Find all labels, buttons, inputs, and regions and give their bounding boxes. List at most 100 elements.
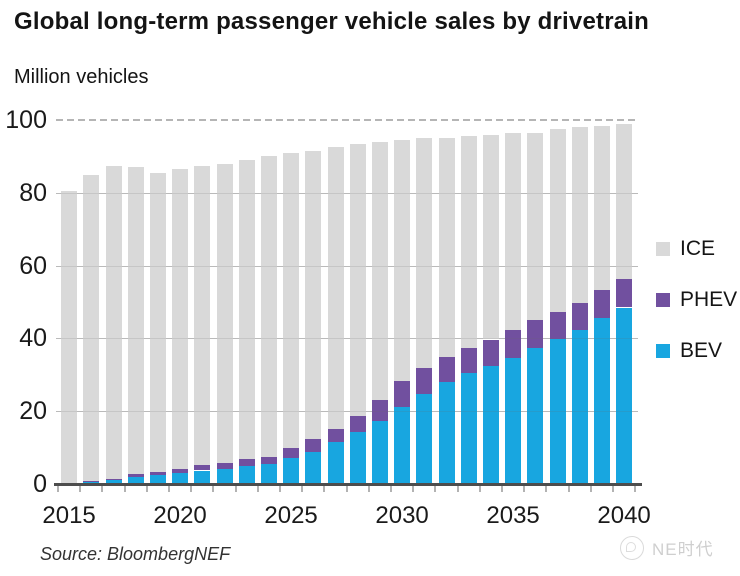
legend-label-bev: BEV xyxy=(680,339,723,362)
x-axis-tick-label: 2035 xyxy=(486,502,540,529)
x-axis-tick xyxy=(390,486,392,492)
bar-2027-bev xyxy=(327,441,344,484)
legend-label-phev: PHEV xyxy=(680,288,738,311)
bar-2017-ice xyxy=(105,165,122,479)
x-axis-tick xyxy=(589,486,592,492)
x-axis-tick xyxy=(612,486,614,492)
x-axis-tick xyxy=(256,486,259,492)
ice-swatch-icon xyxy=(656,242,670,256)
x-axis-tick xyxy=(101,486,104,492)
x-axis-tick xyxy=(212,486,215,492)
watermark: NE时代 xyxy=(620,535,714,560)
gridline-100 xyxy=(56,119,638,121)
gridline-overlay-60 xyxy=(56,265,638,267)
x-axis-tick xyxy=(234,486,237,492)
bar-2023-bev xyxy=(238,465,255,484)
bar-2035-ice xyxy=(505,132,522,330)
bar-2024-bev xyxy=(260,464,277,484)
bar-2022-phev xyxy=(216,462,233,469)
x-axis-baseline xyxy=(54,483,642,486)
y-axis-tick-label: 100 xyxy=(5,106,47,134)
bar-2018-bev xyxy=(127,477,144,484)
bar-2029-phev xyxy=(371,399,388,421)
bar-2025-ice xyxy=(283,152,300,448)
y-axis-title: Million vehicles xyxy=(14,66,149,88)
bar-2026-phev xyxy=(305,439,322,452)
x-axis-tick-label: 2040 xyxy=(597,502,651,529)
x-axis-tick xyxy=(190,486,193,492)
x-axis-tick xyxy=(279,486,281,492)
bar-2031-bev xyxy=(416,394,433,484)
x-axis-tick xyxy=(412,486,415,492)
bar-2028-ice xyxy=(349,143,366,417)
bar-2029-ice xyxy=(371,141,388,400)
bar-2038-bev xyxy=(571,329,588,484)
gridline-40 xyxy=(56,338,638,340)
bar-2037-ice xyxy=(549,129,566,312)
bar-2038-phev xyxy=(571,302,588,330)
bar-2028-bev xyxy=(349,432,366,484)
gridline-overlay-20 xyxy=(56,411,638,413)
x-axis-tick xyxy=(501,486,503,492)
phev-swatch-icon xyxy=(656,293,670,307)
x-axis-tick xyxy=(523,486,526,492)
gridline-overlay-80 xyxy=(56,192,638,194)
bar-2025-bev xyxy=(283,457,300,484)
x-axis-tick xyxy=(545,486,548,492)
x-axis-tick xyxy=(79,486,82,492)
bar-2030-phev xyxy=(394,381,411,407)
bar-2028-phev xyxy=(349,416,366,433)
bar-2019-bev xyxy=(149,475,166,484)
bar-2036-bev xyxy=(527,347,544,484)
x-axis-tick xyxy=(145,486,148,492)
bar-2039-bev xyxy=(593,318,610,484)
gridline-20 xyxy=(56,411,638,413)
bar-2024-phev xyxy=(260,456,277,464)
bar-2032-bev xyxy=(438,382,455,484)
bar-2018-ice xyxy=(127,167,144,475)
bar-2033-ice xyxy=(460,136,477,349)
x-axis-tick xyxy=(57,486,59,492)
gridline-60 xyxy=(56,265,638,267)
x-axis-tick xyxy=(301,486,304,492)
bar-2017-phev xyxy=(105,478,122,481)
bar-2034-bev xyxy=(482,366,499,484)
x-axis-tick xyxy=(367,486,370,492)
bar-2039-phev xyxy=(593,290,610,319)
bar-2032-phev xyxy=(438,357,455,383)
gridline-overlay-40 xyxy=(56,338,638,340)
bar-2020-ice xyxy=(172,169,189,469)
bar-2020-bev xyxy=(172,473,189,484)
bar-2031-ice xyxy=(416,138,433,368)
x-axis-tick-label: 2015 xyxy=(42,502,96,529)
bar-2020-phev xyxy=(172,469,189,474)
bar-2016-phev xyxy=(83,480,100,483)
bar-2018-phev xyxy=(127,474,144,478)
bar-2026-ice xyxy=(305,150,322,440)
legend-label-ice: ICE xyxy=(680,237,716,260)
watermark-text: NE时代 xyxy=(652,540,714,559)
bar-2027-ice xyxy=(327,147,344,429)
bar-2026-bev xyxy=(305,451,322,484)
x-axis-tick-label: 2025 xyxy=(264,502,318,529)
watermark-logo-icon xyxy=(620,535,644,560)
bar-2017-bev xyxy=(105,480,122,484)
y-axis-tick-label: 60 xyxy=(19,251,47,280)
x-axis-tick xyxy=(456,486,459,492)
bar-2015-phev xyxy=(61,482,78,484)
x-axis-tick xyxy=(478,486,481,492)
bar-2019-phev xyxy=(149,471,166,476)
bar-2023-phev xyxy=(238,458,255,466)
bar-2021-phev xyxy=(194,465,211,471)
x-axis-tick xyxy=(123,486,126,492)
bar-2036-phev xyxy=(527,320,544,348)
y-axis-tick-label: 40 xyxy=(19,324,47,353)
bar-2022-ice xyxy=(216,163,233,463)
bar-2015-ice xyxy=(61,191,78,483)
x-axis-tick xyxy=(323,486,326,492)
bar-2024-ice xyxy=(260,156,277,457)
bar-2037-phev xyxy=(549,311,566,339)
bar-2022-bev xyxy=(216,468,233,484)
